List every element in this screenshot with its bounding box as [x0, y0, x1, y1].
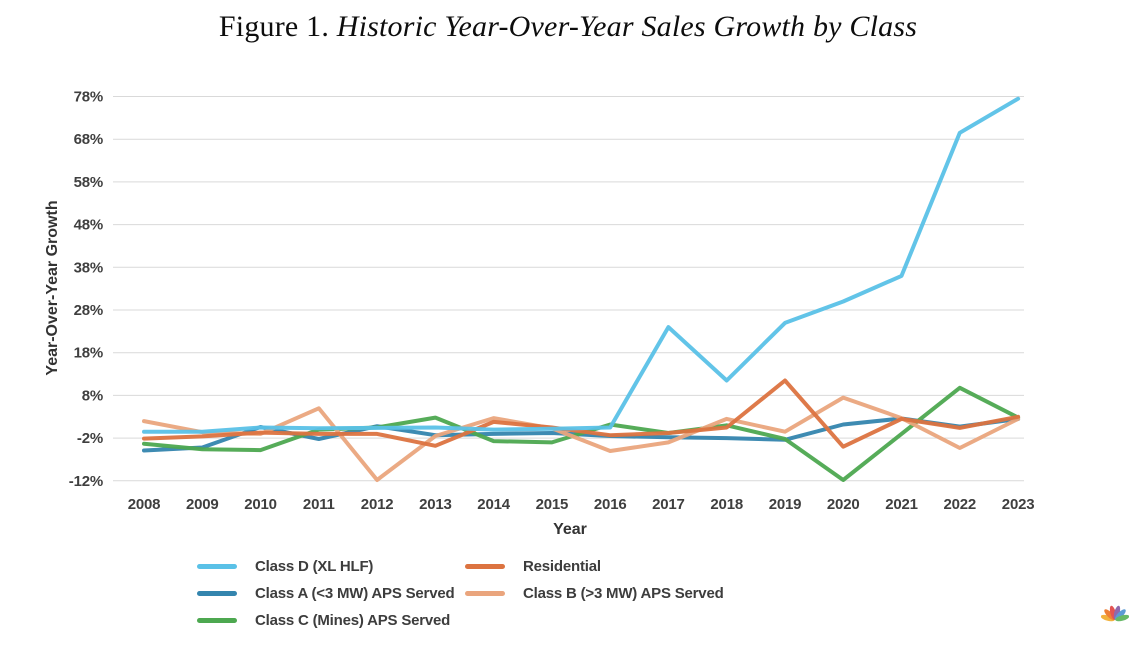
- legend-item-class-a: Class A (<3 MW) APS Served: [197, 583, 455, 603]
- legend-swatch-class-c: [197, 617, 237, 623]
- gridlines: [113, 96, 1024, 482]
- legend-item-class-d: Class D (XL HLF): [197, 556, 373, 576]
- x-tick-label: 2014: [477, 496, 510, 513]
- x-tick-label: 2010: [244, 496, 277, 513]
- series-line-class-d-xl-hlf-: [142, 96, 1021, 434]
- legend-swatch-class-d: [197, 563, 237, 569]
- figure-title: Figure 1. Historic Year-Over-Year Sales …: [0, 10, 1136, 44]
- x-tick-label: 2019: [769, 496, 802, 513]
- x-axis-title: Year: [553, 521, 587, 538]
- nbc-peacock-logo: [1101, 605, 1129, 622]
- peacock-petal: [1115, 614, 1129, 622]
- x-tick-label: 2018: [710, 496, 743, 513]
- legend-swatch-class-b: [465, 590, 505, 596]
- legend-item-residential: Residential: [465, 556, 601, 576]
- y-tick-label: -12%: [69, 473, 103, 490]
- x-tick-label: 2020: [827, 496, 860, 513]
- axis-ticks: 78% 68% 58% 48% 38% 28% 18% 8% -2% -12% 2008 2009 20…: [69, 89, 1035, 514]
- x-tick-label: 2015: [536, 496, 569, 513]
- x-tick-label: 2023: [1002, 496, 1035, 513]
- x-tick-label: 2013: [419, 496, 452, 513]
- series-line-class-b-3-mw-aps-served: [142, 395, 1021, 482]
- legend-item-class-b: Class B (>3 MW) APS Served: [465, 583, 724, 603]
- legend-label-class-b: Class B (>3 MW) APS Served: [523, 584, 724, 602]
- legend-label-class-a: Class A (<3 MW) APS Served: [255, 584, 455, 602]
- x-tick-label: 2011: [303, 496, 335, 513]
- y-tick-label: 68%: [74, 131, 103, 148]
- series-line-residential: [142, 378, 1021, 449]
- y-tick-label: 38%: [74, 259, 103, 276]
- y-tick-label: 58%: [74, 174, 103, 191]
- legend-swatch-residential: [465, 563, 505, 569]
- legend-label-class-d: Class D (XL HLF): [255, 557, 374, 575]
- y-tick-label: 8%: [82, 387, 103, 404]
- series-lines: [142, 96, 1021, 482]
- y-axis-title: Year-Over-Year Growth: [44, 200, 61, 375]
- x-tick-label: 2008: [128, 496, 161, 513]
- y-tick-label: 28%: [74, 302, 103, 319]
- legend-item-class-c: Class C (Mines) APS Served: [197, 610, 450, 630]
- legend-swatch-class-a: [197, 590, 237, 596]
- y-tick-label: -2%: [77, 430, 103, 447]
- figure-title-prefix: Figure 1.: [218, 10, 337, 43]
- legend-label-residential: Residential: [523, 557, 601, 575]
- x-tick-label: 2021: [885, 496, 918, 513]
- series-line-class-c-mines-aps-served: [142, 385, 1021, 482]
- x-tick-label: 2016: [594, 496, 627, 513]
- x-tick-label: 2009: [186, 496, 219, 513]
- x-tick-label: 2012: [361, 496, 394, 513]
- figure-title-main: Historic Year-Over-Year Sales Growth by …: [336, 10, 918, 43]
- legend-label-class-c: Class C (Mines) APS Served: [255, 611, 451, 629]
- x-tick-label: 2017: [652, 496, 685, 513]
- y-tick-label: 48%: [74, 217, 103, 234]
- y-tick-label: 18%: [74, 345, 103, 362]
- x-tick-label: 2022: [944, 496, 977, 513]
- y-tick-label: 78%: [74, 89, 103, 106]
